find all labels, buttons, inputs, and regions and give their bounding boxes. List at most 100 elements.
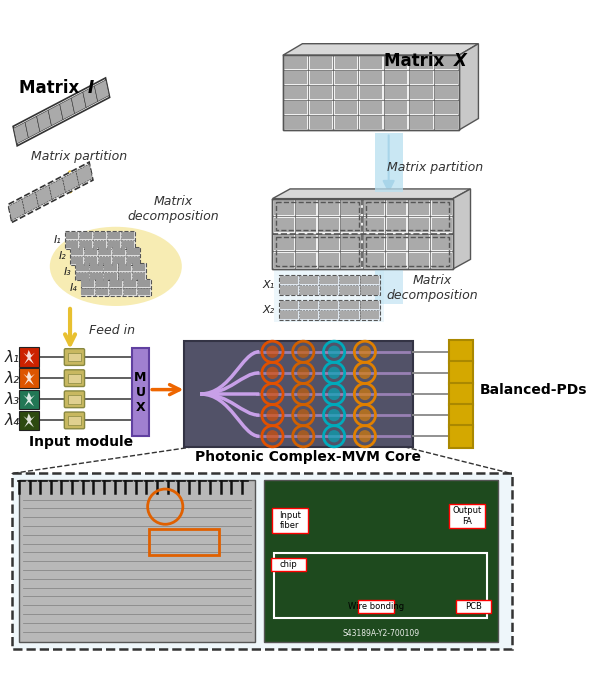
FancyBboxPatch shape bbox=[64, 349, 85, 365]
Text: Matrix
decomposition: Matrix decomposition bbox=[387, 274, 479, 302]
Bar bbox=[99, 257, 111, 264]
Bar bbox=[19, 368, 39, 388]
Circle shape bbox=[359, 409, 371, 421]
Bar bbox=[71, 248, 83, 255]
Bar bbox=[435, 102, 458, 113]
Bar bbox=[435, 71, 458, 84]
Text: Photonic Complex-MVM Core: Photonic Complex-MVM Core bbox=[195, 450, 420, 464]
Bar bbox=[149, 528, 219, 555]
Bar bbox=[310, 102, 332, 113]
Polygon shape bbox=[23, 371, 35, 385]
Bar bbox=[12, 473, 512, 650]
Bar bbox=[127, 248, 139, 255]
Text: Matrix
decomposition: Matrix decomposition bbox=[127, 195, 219, 223]
Bar bbox=[310, 57, 332, 69]
Polygon shape bbox=[23, 414, 35, 428]
Polygon shape bbox=[25, 116, 40, 138]
Bar bbox=[385, 57, 407, 69]
Bar bbox=[334, 86, 357, 99]
Polygon shape bbox=[14, 122, 28, 144]
Bar bbox=[366, 237, 448, 265]
Bar bbox=[334, 71, 357, 84]
Polygon shape bbox=[22, 192, 39, 214]
Bar bbox=[99, 248, 111, 255]
Bar bbox=[435, 57, 458, 69]
Polygon shape bbox=[283, 43, 479, 55]
Text: PCB: PCB bbox=[465, 602, 482, 611]
Bar bbox=[409, 235, 429, 250]
Bar bbox=[342, 200, 361, 215]
Circle shape bbox=[266, 430, 279, 442]
Polygon shape bbox=[37, 110, 52, 132]
Polygon shape bbox=[23, 350, 35, 364]
Polygon shape bbox=[8, 199, 25, 220]
FancyBboxPatch shape bbox=[64, 412, 85, 429]
Bar bbox=[296, 218, 316, 232]
Text: Input module: Input module bbox=[28, 435, 133, 449]
Bar bbox=[85, 248, 97, 255]
Bar bbox=[361, 276, 379, 284]
Bar bbox=[285, 71, 307, 84]
Polygon shape bbox=[48, 104, 63, 126]
Bar bbox=[334, 57, 357, 69]
Bar bbox=[360, 57, 382, 69]
Bar bbox=[81, 288, 94, 295]
Bar bbox=[296, 253, 316, 267]
Text: λ₂: λ₂ bbox=[4, 371, 20, 386]
Bar bbox=[340, 276, 359, 284]
Text: X₁: X₁ bbox=[262, 280, 274, 290]
Bar bbox=[184, 341, 413, 447]
Bar bbox=[124, 288, 136, 295]
Bar bbox=[19, 480, 255, 642]
Bar bbox=[385, 102, 407, 113]
Circle shape bbox=[297, 388, 310, 400]
Bar bbox=[449, 503, 484, 528]
Bar bbox=[361, 286, 379, 295]
Polygon shape bbox=[76, 164, 93, 186]
Circle shape bbox=[328, 367, 340, 379]
Bar bbox=[285, 57, 307, 69]
Bar bbox=[274, 553, 487, 618]
Bar bbox=[279, 300, 380, 320]
Bar bbox=[90, 272, 103, 279]
Circle shape bbox=[297, 367, 310, 379]
Text: Output
FA: Output FA bbox=[452, 506, 482, 526]
Circle shape bbox=[328, 409, 340, 421]
Bar bbox=[364, 218, 384, 232]
Bar bbox=[385, 116, 407, 129]
Bar bbox=[319, 218, 339, 232]
Bar bbox=[279, 301, 298, 309]
Bar bbox=[366, 202, 448, 230]
Polygon shape bbox=[36, 185, 52, 206]
Bar bbox=[272, 199, 453, 269]
Bar bbox=[276, 237, 359, 265]
Bar bbox=[385, 71, 407, 84]
Bar bbox=[375, 269, 403, 304]
Bar bbox=[435, 116, 458, 129]
Bar bbox=[279, 286, 298, 295]
Bar bbox=[79, 232, 92, 239]
Bar bbox=[119, 272, 131, 279]
Bar bbox=[95, 279, 108, 286]
Circle shape bbox=[359, 388, 371, 400]
Bar bbox=[409, 253, 429, 267]
Circle shape bbox=[266, 346, 279, 358]
Bar bbox=[132, 348, 149, 436]
Bar bbox=[448, 404, 473, 426]
Bar bbox=[320, 311, 339, 319]
Bar bbox=[285, 86, 307, 99]
Text: chip: chip bbox=[279, 560, 297, 569]
Circle shape bbox=[297, 346, 310, 358]
Bar bbox=[274, 200, 294, 215]
Circle shape bbox=[359, 346, 371, 358]
Bar bbox=[432, 235, 452, 250]
Bar bbox=[387, 200, 406, 215]
Bar bbox=[94, 241, 106, 248]
Bar bbox=[320, 276, 339, 284]
Text: Input
fiber: Input fiber bbox=[279, 511, 301, 531]
Text: Matrix partition: Matrix partition bbox=[31, 150, 127, 163]
Bar bbox=[360, 71, 382, 84]
Circle shape bbox=[266, 388, 279, 400]
Bar bbox=[410, 86, 433, 99]
Polygon shape bbox=[71, 92, 86, 113]
